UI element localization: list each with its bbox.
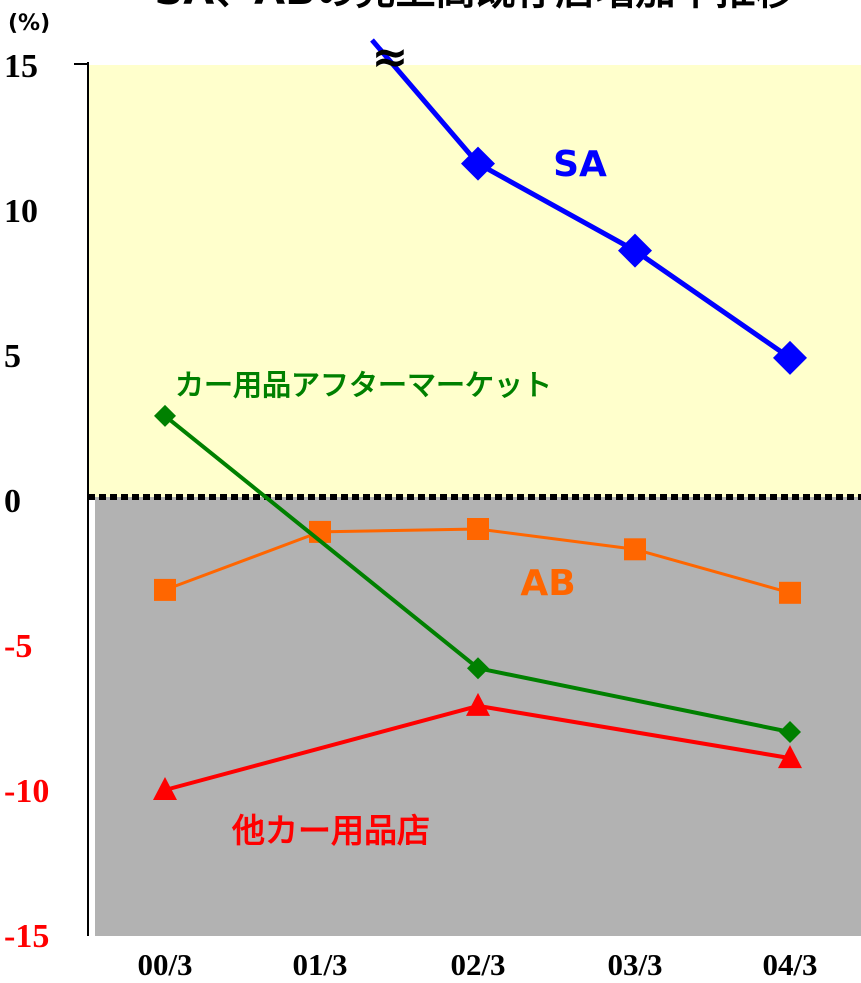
x-tick-label: 01/3 bbox=[292, 947, 347, 982]
series-label-other-stores: 他カー用品店 bbox=[231, 811, 430, 850]
data-point bbox=[624, 538, 646, 561]
data-point bbox=[153, 777, 177, 800]
chart-title: SA、ABの売上高既存店増加率推移 bbox=[154, 0, 795, 14]
series-label-ab: AB bbox=[520, 563, 575, 604]
data-point bbox=[467, 657, 489, 680]
y-tick-label: -15 bbox=[4, 918, 49, 955]
y-tick-label: 0 bbox=[4, 483, 21, 520]
y-tick-label: 5 bbox=[4, 338, 21, 375]
series-label-aftermarket: カー用品アフターマーケット bbox=[175, 368, 552, 402]
series-label-sa: SA bbox=[553, 144, 607, 185]
data-point bbox=[779, 581, 801, 604]
series-group bbox=[153, 38, 807, 800]
data-point bbox=[773, 340, 807, 375]
y-ticks: 15 10 5 0 -5 -10 -15 bbox=[4, 48, 49, 955]
x-tick-label: 02/3 bbox=[450, 947, 505, 982]
data-point bbox=[618, 233, 652, 268]
data-point bbox=[461, 146, 495, 181]
data-point bbox=[466, 692, 490, 716]
series-line bbox=[370, 38, 792, 360]
data-point bbox=[154, 578, 176, 601]
x-tick-label: 04/3 bbox=[762, 947, 817, 982]
x-tick-label: 00/3 bbox=[137, 947, 192, 982]
data-point bbox=[467, 518, 489, 540]
x-tick-label: 03/3 bbox=[607, 947, 662, 982]
y-tick-label: 15 bbox=[4, 48, 38, 85]
data-point bbox=[778, 745, 802, 769]
break-symbol: ≈ bbox=[372, 32, 409, 83]
x-ticks: 00/3 01/3 02/3 03/3 04/3 bbox=[137, 947, 817, 982]
y-tick-label: 10 bbox=[4, 193, 38, 230]
data-point bbox=[154, 404, 176, 427]
y-tick-label: -10 bbox=[4, 773, 49, 810]
data-point bbox=[779, 721, 801, 743]
negative-region bbox=[95, 497, 861, 936]
y-tick-label: -5 bbox=[4, 628, 32, 665]
unit-label: (%) bbox=[8, 11, 50, 36]
positive-region bbox=[88, 65, 861, 497]
